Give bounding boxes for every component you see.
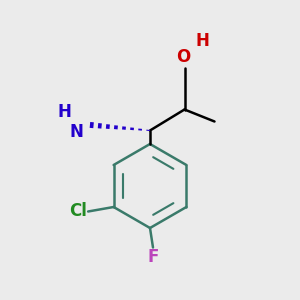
Text: H: H	[196, 32, 209, 50]
Text: F: F	[147, 248, 159, 266]
Text: O: O	[176, 48, 190, 66]
Text: Cl: Cl	[69, 202, 87, 220]
Text: N: N	[70, 123, 83, 141]
Text: H: H	[58, 103, 71, 122]
